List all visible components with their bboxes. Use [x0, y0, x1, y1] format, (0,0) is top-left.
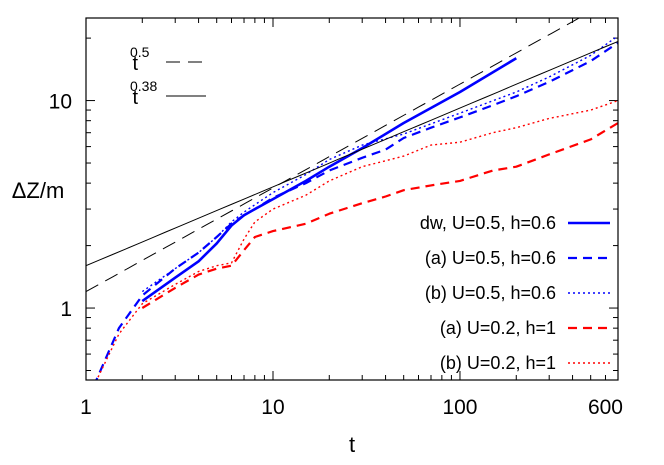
series-line-4: [95, 99, 618, 380]
plot-series: [95, 35, 618, 380]
reference-line-0: [86, 18, 581, 293]
reference-legend-entry: t0.5: [130, 44, 206, 75]
legend-entry: (b) U=0.2, h=1: [440, 353, 556, 373]
reference-base: t: [132, 53, 138, 75]
plot-frame: [85, 17, 619, 381]
legend: dw, U=0.5, h=0.6 (a) U=0.5, h=0.6 (b) U=0.…: [130, 44, 610, 373]
series-line-1: [95, 41, 618, 380]
reference-legend-entry: t0.38: [130, 78, 206, 109]
legend-entry: (b) U=0.5, h=0.6: [425, 283, 556, 303]
x-tick-label: 100: [442, 396, 477, 419]
legend-entry: (a) U=0.2, h=1: [440, 318, 556, 338]
x-tick-label: 600: [588, 396, 623, 419]
y-tick-label: 10: [49, 91, 72, 114]
x-tick-label: 10: [261, 396, 284, 419]
series-line-2: [141, 35, 618, 293]
x-tick-label: 1: [80, 396, 92, 419]
reference-lines: [86, 18, 618, 293]
y-tick-label: 1: [60, 298, 72, 321]
reference-line-1: [86, 40, 618, 267]
legend-entry: dw, U=0.5, h=0.6: [420, 213, 556, 233]
y-axis-label: ΔZ/m: [12, 178, 65, 203]
x-axis-label: t: [349, 432, 355, 457]
series-line-3: [141, 122, 618, 309]
reference-base: t: [132, 87, 138, 109]
legend-entry: (a) U=0.5, h=0.6: [425, 248, 556, 268]
reference-exponent: 0.38: [130, 78, 157, 94]
tick-marks: [85, 18, 619, 380]
tick-labels: 1 10 100 600 1 10: [49, 91, 623, 419]
reference-exponent: 0.5: [130, 44, 150, 60]
